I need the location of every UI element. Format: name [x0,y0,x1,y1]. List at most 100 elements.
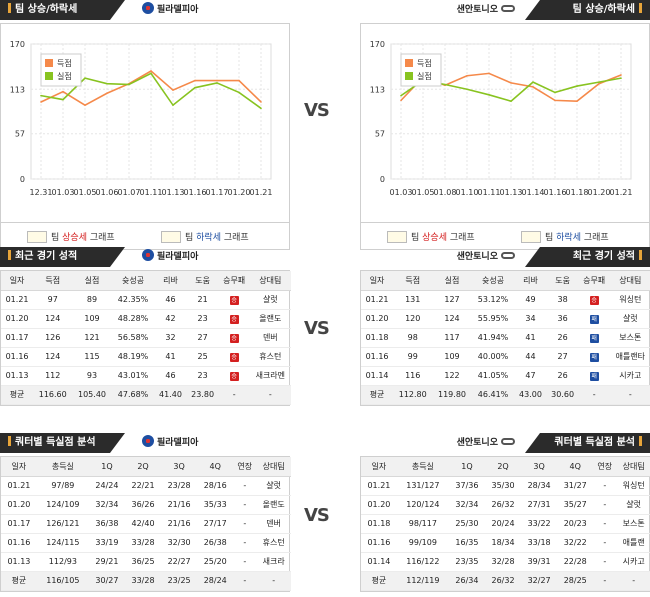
column-header: 일자 [1,457,37,477]
table-cell: 42.35% [111,290,155,310]
right-quarter-header: 샌안토니오 쿼터별 득실점 분석 [360,433,650,453]
x-tick-label: 01.20 [228,188,251,197]
table-cell: 01.17 [1,328,34,348]
data-point [84,77,86,79]
column-header: 일자 [1,271,34,291]
table-cell: 패 [578,366,610,386]
table-cell: 23/28 [161,476,198,496]
column-header: 실점 [432,271,472,291]
table-cell: 35/27 [557,495,594,515]
table-row: 01.14 116 122 41.05% 47 26 패 시카고 [361,366,650,386]
x-tick-label: 01.11 [478,188,501,197]
table-cell: 01.16 [1,533,37,553]
x-tick-label: 01.18 [566,188,589,197]
table-cell: - [233,533,257,553]
table-row: 01.21 131/127 37/36 35/30 28/34 31/27- 워싱턴 [361,476,650,496]
table-cell: 42 [154,309,187,329]
table-row: 01.14 116/122 23/35 32/28 39/31 22/28- 시카고 [361,552,650,572]
x-tick-label: 01.20 [588,188,611,197]
table-cell: 27/31 [521,495,558,515]
right-trend-panel: 샌안토니오 팀 상승/하락세 0 57 113 170 01.03 01.05 01.08 0… [360,0,650,250]
table-cell: 124 [33,347,73,367]
data-point [510,82,512,84]
table-cell: 42/40 [124,514,162,534]
table-cell: 35/33 [197,495,234,515]
table-cell: - [616,571,650,591]
column-header: 4Q [557,457,594,477]
column-header: 도움 [186,271,219,291]
table-cell: 01.14 [361,366,394,386]
table-cell: 46 [154,290,187,310]
trend-legend: 팀 상승세 그래프 팀 하락세 그래프 [0,223,290,250]
x-tick-label: 01.07 [118,188,141,197]
team-logo-icon [501,438,515,445]
column-header: 실점 [72,271,112,291]
column-header: 일자 [361,457,397,477]
table-cell: 124 [33,309,73,329]
table-cell: 01.18 [361,328,394,348]
table-cell: 112 [33,366,73,386]
table-cell: 116 [393,366,433,386]
table-cell: 샬럿 [609,309,650,329]
column-header: 승무패 [218,271,250,291]
table-cell: 새크라 [256,552,291,572]
table-cell: 01.20 [1,495,37,515]
data-point [598,82,600,85]
table-cell: 01.13 [1,366,34,386]
left-recent-panel: 최근 경기 성적 필라델피아 일자 득점 실점 슛성공 리바 도움 승무패 상대팀 01.21 9… [0,247,291,406]
graph-icon [521,231,541,243]
table-cell: - [593,552,617,572]
table-cell: 36/25 [124,552,162,572]
table-cell: 26 [546,366,579,386]
column-header: 4Q [197,457,234,477]
table-cell: 23/25 [161,571,198,591]
table-cell: 33/19 [88,533,125,553]
table-cell: 44 [514,347,547,367]
table-cell: 01.16 [361,533,397,553]
table-cell: 평균 [361,385,394,405]
team-label: 샌안토니오 [456,438,498,448]
table-cell: 120 [393,309,433,329]
table-cell: 보스톤 [609,328,650,348]
table-cell: 01.21 [1,476,37,496]
table-cell: 01.14 [361,552,397,572]
win-badge: 승 [229,371,239,381]
table-cell: 26/32 [484,571,522,591]
table-cell: 승 [218,347,250,367]
column-header: 1Q [448,457,485,477]
table-cell: 53.12% [471,290,515,310]
team-label: 샌안토니오 [456,252,498,262]
x-tick-label: 01.03 [390,188,413,197]
table-cell: 33/28 [124,533,162,553]
left-trend-header: 팀 상승/하락세 필라델피아 [0,0,290,20]
table-cell: - [233,552,257,572]
loss-badge: 패 [589,371,599,381]
data-point [150,70,152,72]
table-cell: 32 [154,328,187,348]
table-cell: - [233,476,257,496]
table-row: 01.20 124/109 32/34 36/26 21/16 35/33- 올랜도 [1,495,291,515]
table-cell: 22/21 [124,476,162,496]
table-cell: 99 [393,347,433,367]
table-cell: 01.16 [1,347,34,367]
table-cell: 27 [546,347,579,367]
x-tick-label: 01.03 [52,188,75,197]
table-cell: 28/34 [521,476,558,496]
team-name: 필라델피아 [142,0,198,20]
table-cell: 워싱턴 [609,290,650,310]
table-cell: 23 [186,309,219,329]
data-point [466,88,468,91]
table-cell: 43.01% [111,366,155,386]
table-cell: 32/34 [88,495,125,515]
team-label: 필라델피아 [157,438,199,448]
table-cell: 18/34 [484,533,522,553]
table-cell: 120/124 [396,495,449,515]
table-cell: 01.17 [1,514,37,534]
column-header: 득점 [33,271,73,291]
column-header: 승무패 [578,271,610,291]
table-cell: 01.20 [361,495,397,515]
table-cell: 20/24 [484,514,522,534]
recent-table: 일자 득점 실점 슛성공 리바 도움 승무패 상대팀 01.21 131 127 53.12% 49 38… [361,271,650,405]
left-trend-chart: 0 57 113 170 12.31 01.03 01.05 01.06 01.07 01.11 0… [0,23,290,223]
table-cell: 112/93 [36,552,89,572]
